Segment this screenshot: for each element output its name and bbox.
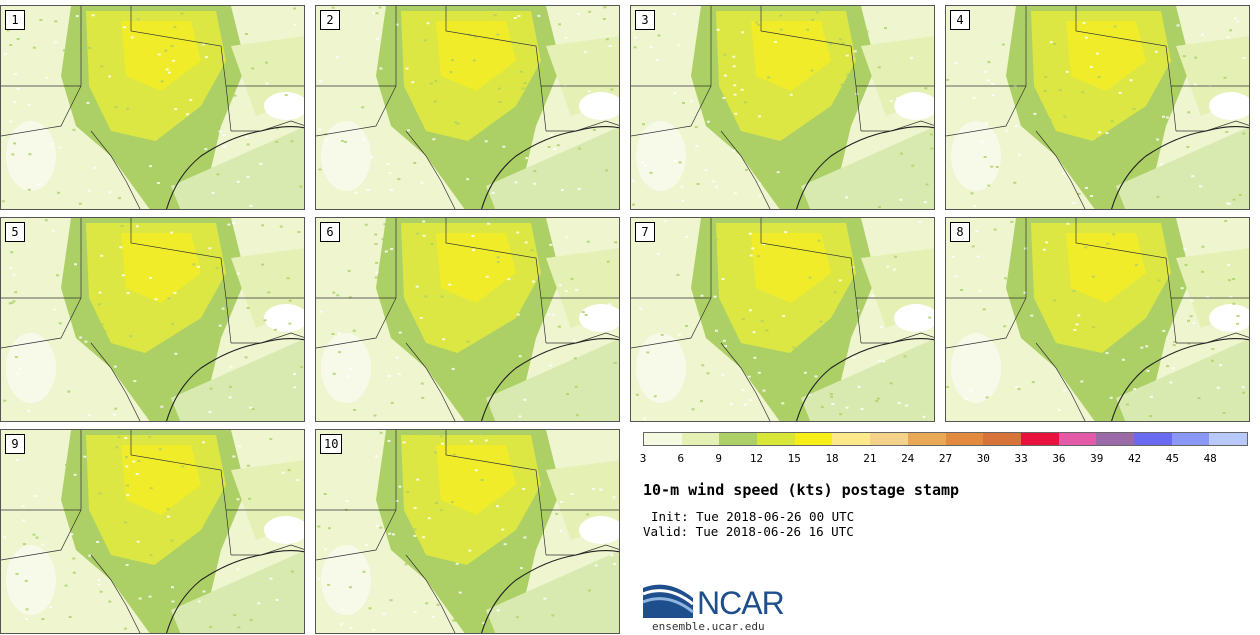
logo-wordmark: NCAR xyxy=(697,585,785,621)
colorbar-tick-label: 36 xyxy=(1052,452,1066,465)
colorbar-segment xyxy=(1020,433,1059,445)
ncar-logo-icon xyxy=(643,584,694,618)
colorbar-tick-label: 48 xyxy=(1203,452,1217,465)
stamp-panel-10[interactable]: 10 xyxy=(315,429,620,634)
colorbar-segment xyxy=(1209,433,1247,445)
member-label: 7 xyxy=(635,222,655,242)
colorbar-tick-label: 21 xyxy=(863,452,877,465)
stamp-panel-9[interactable]: 9 xyxy=(0,429,305,634)
colorbar-tick-label: 15 xyxy=(787,452,801,465)
colorbar-segment xyxy=(719,433,758,445)
colorbar-tick-label: 30 xyxy=(976,452,990,465)
stamp-panel-5[interactable]: 5 xyxy=(0,217,305,422)
wind-map xyxy=(631,218,934,421)
colorbar-segment xyxy=(1058,433,1097,445)
wind-map xyxy=(1,218,304,421)
colorbar-tick-label: 27 xyxy=(938,452,953,465)
colorbar-tick-label: 39 xyxy=(1090,452,1104,465)
colorbar-tick-label: 24 xyxy=(901,452,915,465)
colorbar-tick-label: 3 xyxy=(639,452,647,465)
colorbar-segment xyxy=(794,433,833,445)
member-label: 4 xyxy=(950,10,970,30)
plot-title: 10-m wind speed (kts) postage stamp xyxy=(643,481,960,499)
member-label: 8 xyxy=(950,222,970,242)
stamp-panel-3[interactable]: 3 xyxy=(630,5,935,210)
colorbar xyxy=(643,432,1248,446)
colorbar-segment xyxy=(1096,433,1134,445)
wind-map xyxy=(1,430,304,633)
wind-map xyxy=(946,6,1249,209)
colorbar-tick-label: 9 xyxy=(715,452,722,465)
stamp-panel-8[interactable]: 8 xyxy=(945,217,1250,422)
member-label: 1 xyxy=(5,10,25,30)
member-label: 6 xyxy=(320,222,340,242)
colorbar-tick-label: 45 xyxy=(1165,452,1179,465)
wind-map xyxy=(316,430,619,633)
init-time: Init: Tue 2018-06-26 00 UTC xyxy=(651,509,855,524)
member-label: 5 xyxy=(5,222,25,242)
colorbar-tick-label: 33 xyxy=(1014,452,1028,465)
site-url: ensemble.ucar.edu xyxy=(652,620,765,633)
member-label: 10 xyxy=(320,434,343,454)
valid-time: Valid: Tue 2018-06-26 16 UTC xyxy=(643,524,854,539)
colorbar-segment xyxy=(983,433,1021,445)
wind-map xyxy=(631,6,934,209)
stamp-panel-2[interactable]: 2 xyxy=(315,5,620,210)
colorbar-segment xyxy=(644,433,682,445)
stamp-panel-1[interactable]: 1 xyxy=(0,5,305,210)
member-label: 2 xyxy=(320,10,340,30)
colorbar-tick-label: 18 xyxy=(825,452,839,465)
colorbar-segment xyxy=(1171,433,1210,445)
member-label: 3 xyxy=(635,10,655,30)
wind-map xyxy=(1,6,304,209)
colorbar-segment xyxy=(832,433,871,445)
wind-map xyxy=(316,218,619,421)
stamp-panel-7[interactable]: 7 xyxy=(630,217,935,422)
colorbar-segment xyxy=(681,433,720,445)
colorbar-segment xyxy=(870,433,908,445)
member-label: 9 xyxy=(5,434,25,454)
colorbar-tick-label: 12 xyxy=(749,452,764,465)
wind-map xyxy=(946,218,1249,421)
stamp-panel-4[interactable]: 4 xyxy=(945,5,1250,210)
colorbar-tick-label: 6 xyxy=(677,452,685,465)
stamp-panel-6[interactable]: 6 xyxy=(315,217,620,422)
colorbar-segment xyxy=(907,433,946,445)
wind-map xyxy=(316,6,619,209)
colorbar-segment xyxy=(1133,433,1172,445)
colorbar-segment xyxy=(945,433,984,445)
colorbar-segment xyxy=(757,433,795,445)
colorbar-tick-label: 42 xyxy=(1127,452,1142,465)
